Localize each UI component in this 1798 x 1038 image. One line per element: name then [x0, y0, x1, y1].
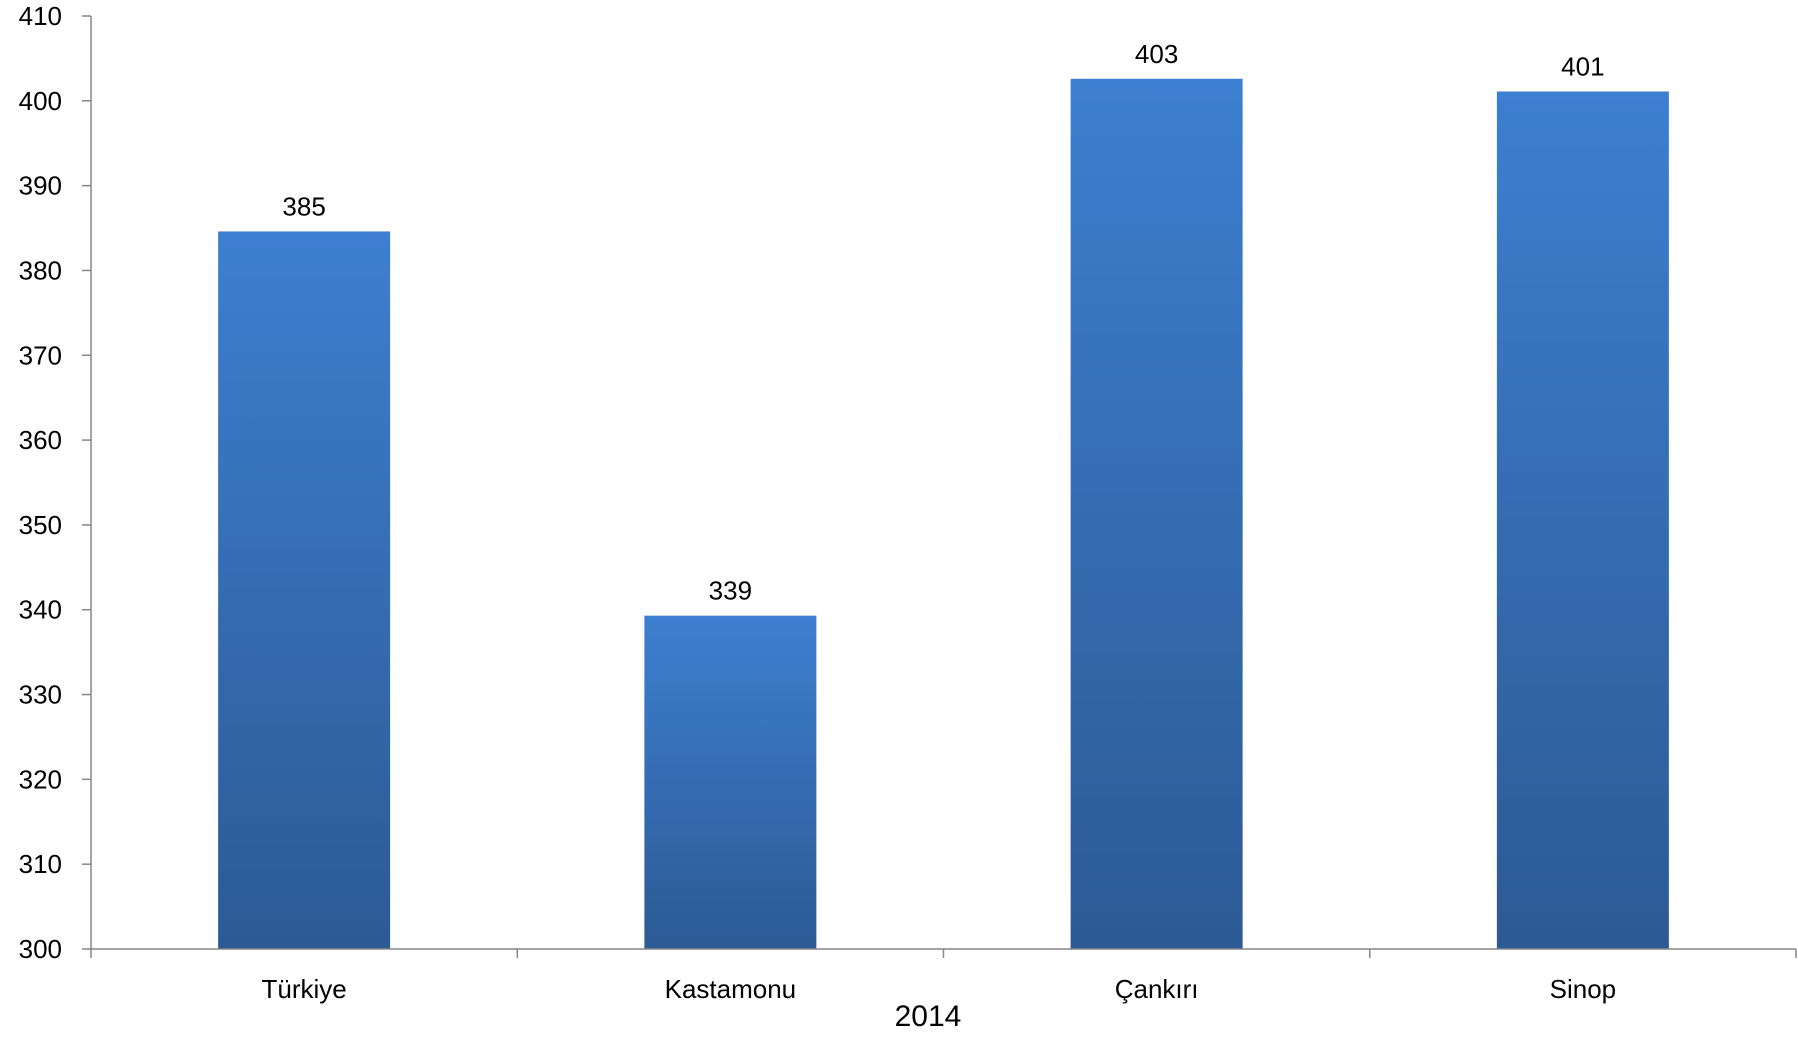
y-tick-label: 330 — [19, 680, 62, 710]
y-tick-label: 320 — [19, 764, 62, 794]
data-label: 403 — [1135, 39, 1178, 69]
bar--ank-r- — [1070, 78, 1243, 950]
y-tick-label: 310 — [19, 849, 62, 879]
bar-t-rkiye — [218, 231, 391, 950]
y-tick-label: 370 — [19, 340, 62, 370]
bar-kastamonu — [644, 615, 817, 949]
bar-sinop — [1496, 91, 1669, 950]
y-tick-label: 410 — [19, 1, 62, 31]
category-label: Sinop — [1550, 974, 1617, 1004]
category-label: Çankırı — [1115, 974, 1199, 1004]
y-tick-label: 400 — [19, 86, 62, 116]
x-axis-title: 2014 — [895, 1000, 962, 1033]
y-tick-label: 300 — [19, 934, 62, 964]
data-label: 385 — [282, 191, 325, 221]
y-tick-label: 380 — [19, 255, 62, 285]
data-label: 401 — [1561, 51, 1604, 81]
y-tick-label: 360 — [19, 425, 62, 455]
y-tick-label: 390 — [19, 171, 62, 201]
y-tick-label: 340 — [19, 595, 62, 625]
y-tick-label: 350 — [19, 510, 62, 540]
category-label: Kastamonu — [665, 974, 797, 1004]
category-label: Türkiye — [262, 974, 347, 1004]
data-label: 339 — [709, 576, 752, 606]
